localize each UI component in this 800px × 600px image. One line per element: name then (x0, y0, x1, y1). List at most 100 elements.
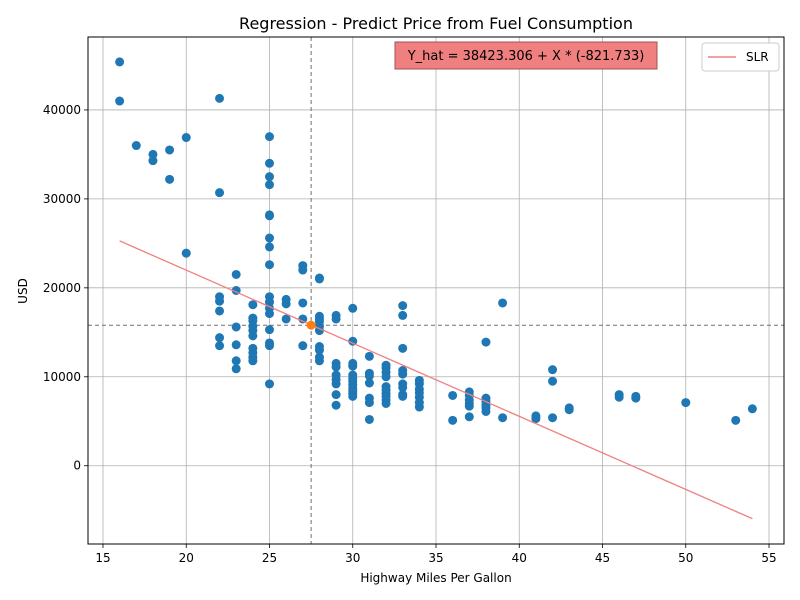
data-point (332, 390, 341, 399)
data-point (498, 413, 507, 422)
data-point (182, 249, 191, 258)
x-tick-label: 40 (512, 551, 527, 565)
legend: SLR (702, 43, 779, 71)
data-point (465, 402, 474, 411)
data-point (731, 416, 740, 425)
data-point (232, 270, 241, 279)
data-point (248, 300, 257, 309)
data-point (298, 341, 307, 350)
data-point (548, 377, 557, 386)
data-point (232, 322, 241, 331)
data-point (232, 364, 241, 373)
data-point (382, 399, 391, 408)
data-point (565, 405, 574, 414)
data-point (365, 398, 374, 407)
data-point (498, 298, 507, 307)
data-point (631, 394, 640, 403)
x-tick-label: 20 (179, 551, 194, 565)
data-point (265, 132, 274, 141)
y-tick-label: 20000 (43, 281, 81, 295)
data-point (265, 325, 274, 334)
data-point (332, 379, 341, 388)
data-point (265, 159, 274, 168)
data-point (265, 379, 274, 388)
y-tick-label: 30000 (43, 192, 81, 206)
data-point (398, 311, 407, 320)
data-point (548, 413, 557, 422)
data-point (365, 379, 374, 388)
x-tick-label: 55 (761, 551, 776, 565)
data-point (265, 211, 274, 220)
data-point (165, 175, 174, 184)
data-point (215, 94, 224, 103)
data-point (248, 331, 257, 340)
data-point (248, 356, 257, 365)
x-tick-label: 50 (678, 551, 693, 565)
data-point (282, 299, 291, 308)
data-point (115, 57, 124, 66)
data-point (165, 145, 174, 154)
x-tick-label: 15 (95, 551, 110, 565)
y-axis-label: USD (16, 278, 30, 304)
data-point (348, 392, 357, 401)
data-point (148, 156, 157, 165)
data-point (232, 356, 241, 365)
data-point (398, 392, 407, 401)
data-point (215, 306, 224, 315)
data-point (398, 370, 407, 379)
data-point (265, 260, 274, 269)
data-point (332, 314, 341, 323)
mean-point (307, 321, 316, 330)
data-point (348, 362, 357, 371)
data-point (332, 401, 341, 410)
data-point (298, 266, 307, 275)
equation-text: Y_hat = 38423.306 + X * (-821.733) (407, 49, 645, 64)
equation-box: Y_hat = 38423.306 + X * (-821.733) (395, 42, 657, 69)
data-point (115, 97, 124, 106)
x-axis-label: Highway Miles Per Gallon (360, 571, 511, 585)
data-point (448, 391, 457, 400)
data-point (748, 404, 757, 413)
legend-entry-slr: SLR (746, 50, 769, 64)
data-point (215, 333, 224, 342)
y-tick-label: 40000 (43, 103, 81, 117)
data-point (215, 341, 224, 350)
data-point (382, 372, 391, 381)
x-tick-label: 35 (428, 551, 443, 565)
y-tick-label: 10000 (43, 370, 81, 384)
data-point (265, 242, 274, 251)
data-point (265, 341, 274, 350)
y-tick-label: 0 (73, 459, 81, 473)
chart-title: Regression - Predict Price from Fuel Con… (239, 14, 633, 33)
data-point (265, 234, 274, 243)
data-point (332, 362, 341, 371)
data-point (365, 352, 374, 361)
data-point (481, 338, 490, 347)
data-point (465, 412, 474, 421)
data-point (448, 416, 457, 425)
x-tick-label: 30 (345, 551, 360, 565)
data-point (265, 309, 274, 318)
data-point (481, 407, 490, 416)
data-point (265, 172, 274, 181)
data-point (232, 340, 241, 349)
data-point (215, 188, 224, 197)
data-point (548, 365, 557, 374)
x-tick-label: 45 (595, 551, 610, 565)
data-point (298, 298, 307, 307)
data-point (132, 141, 141, 150)
data-point (315, 274, 324, 283)
data-point (315, 356, 324, 365)
data-point (398, 301, 407, 310)
data-point (415, 403, 424, 412)
x-tick-label: 25 (262, 551, 277, 565)
data-point (215, 297, 224, 306)
data-point (365, 415, 374, 424)
data-point (265, 180, 274, 189)
data-point (348, 304, 357, 313)
data-point (681, 398, 690, 407)
data-point (182, 133, 191, 142)
data-point (398, 344, 407, 353)
